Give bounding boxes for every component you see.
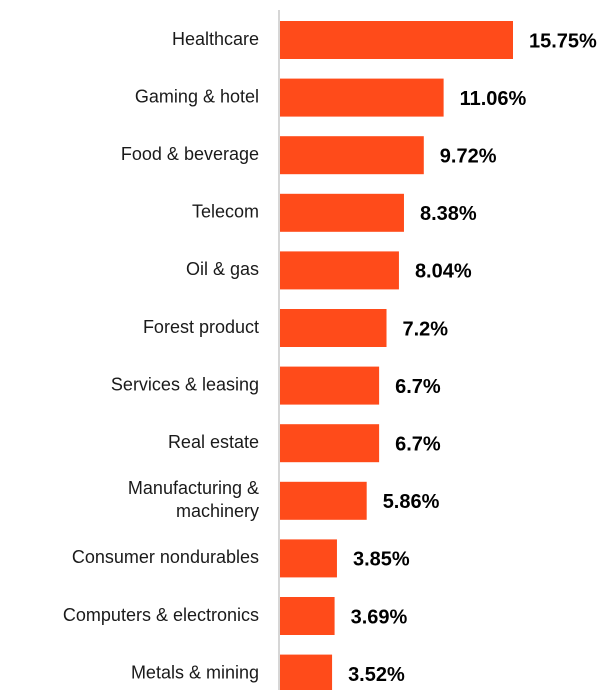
category-label: Real estate (168, 432, 259, 452)
bar (280, 251, 399, 290)
category-label: Consumer nondurables (72, 547, 259, 567)
category-label: Oil & gas (186, 259, 259, 279)
value-label: 6.7% (395, 376, 441, 398)
category-label: Manufacturing & machinery (128, 478, 259, 521)
value-label: 8.04% (415, 261, 472, 283)
bar (280, 424, 380, 463)
value-label: 5.86% (383, 491, 440, 513)
value-label: 3.52% (348, 664, 405, 686)
value-label: 11.06% (460, 88, 527, 110)
category-label: Food & beverage (121, 144, 259, 164)
category-label: Telecom (192, 202, 259, 222)
bar (280, 597, 335, 635)
value-label: 8.38% (420, 203, 477, 225)
bar (280, 21, 513, 59)
category-label: Healthcare (172, 29, 259, 49)
category-label: Forest product (143, 317, 259, 337)
value-labels: 15.75% 11.06% 9.72% 8.38% 8.04% 7.2% 6.7% 6.7% 5… (348, 30, 597, 686)
bar (280, 366, 380, 405)
category-label: Computers & electronics (63, 605, 259, 625)
bar (280, 539, 337, 578)
bar (280, 654, 333, 690)
bar (280, 193, 404, 232)
value-label: 6.7% (395, 433, 441, 455)
value-label: 3.85% (353, 549, 410, 571)
bar-group (280, 21, 513, 690)
bar (280, 136, 424, 175)
category-label: Gaming & hotel (135, 86, 259, 106)
bar (280, 481, 367, 520)
bar (280, 78, 444, 117)
category-label: Services & leasing (111, 374, 259, 394)
bar (280, 309, 387, 347)
value-label: 7.2% (403, 318, 449, 340)
value-label: 9.72% (440, 145, 497, 167)
value-label: 3.69% (351, 606, 408, 628)
category-label: Metals & mining (131, 662, 259, 682)
category-labels: Healthcare Gaming & hotel Food & beverage T… (63, 29, 259, 683)
value-label: 15.75% (529, 30, 597, 52)
